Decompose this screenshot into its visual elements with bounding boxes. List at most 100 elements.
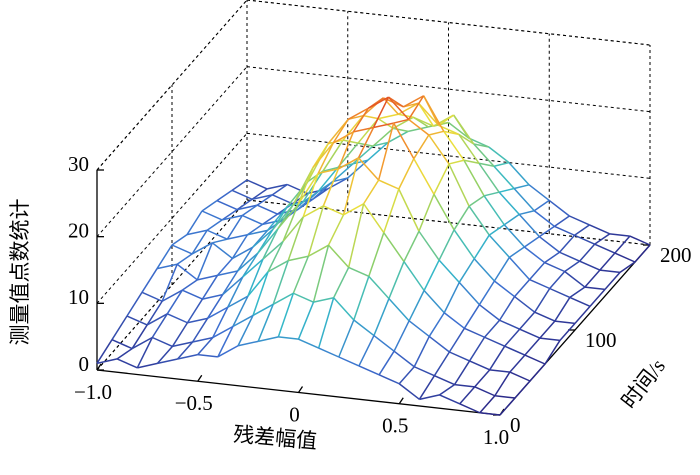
surface-segment bbox=[262, 228, 279, 260]
surface-segment bbox=[216, 199, 238, 211]
surface-segment bbox=[438, 114, 455, 127]
surface-segment bbox=[302, 205, 324, 218]
surface-segment bbox=[236, 204, 258, 211]
surface-segment bbox=[131, 336, 153, 350]
surface-segment bbox=[247, 223, 263, 236]
surface-segment bbox=[271, 194, 293, 205]
surface-segment bbox=[161, 263, 178, 302]
surface-segment bbox=[166, 289, 183, 315]
surface-segment bbox=[483, 195, 505, 226]
surface-segment bbox=[242, 258, 264, 278]
surface-segment bbox=[438, 229, 455, 261]
surface-segment bbox=[528, 184, 550, 202]
surface-segment bbox=[231, 234, 249, 259]
surface-segment bbox=[569, 296, 591, 308]
surface-segment bbox=[337, 131, 355, 170]
surface-segment bbox=[297, 172, 319, 205]
x-tick bbox=[197, 374, 203, 382]
surface-segment bbox=[342, 157, 360, 216]
surface-segment bbox=[634, 244, 651, 263]
surface-segment bbox=[413, 134, 430, 160]
surface-segment bbox=[96, 358, 118, 365]
surface-segment bbox=[267, 241, 284, 273]
surface-segment bbox=[388, 96, 404, 108]
surface-segment bbox=[226, 215, 243, 240]
surface-segment bbox=[206, 229, 228, 240]
grid-line bbox=[246, 199, 651, 246]
surface-segment bbox=[579, 243, 596, 262]
surface-segment bbox=[529, 363, 546, 382]
surface-segment bbox=[483, 319, 501, 338]
surface-segment bbox=[212, 325, 234, 339]
surface-segment bbox=[216, 257, 234, 276]
surface-segment bbox=[523, 236, 540, 248]
surface-segment bbox=[574, 234, 596, 245]
x-tick-label: 0.5 bbox=[382, 414, 408, 438]
surface-segment bbox=[433, 193, 455, 231]
surface-segment bbox=[146, 313, 168, 326]
surface-segment bbox=[352, 107, 369, 133]
surface-segment bbox=[302, 173, 319, 218]
surface-segment bbox=[433, 351, 451, 377]
surface-segment bbox=[323, 205, 344, 216]
surface-segment bbox=[358, 365, 380, 376]
surface-segment bbox=[428, 335, 450, 353]
surface-segment bbox=[242, 252, 259, 278]
surface-segment bbox=[197, 353, 218, 358]
surface-segment bbox=[297, 167, 314, 205]
surface-segment bbox=[367, 96, 389, 109]
surface-segment bbox=[393, 118, 409, 124]
surface-segment bbox=[298, 338, 319, 349]
surface-segment bbox=[519, 311, 536, 330]
surface-segment bbox=[558, 234, 576, 253]
grid-line bbox=[246, 132, 651, 179]
surface-segment bbox=[398, 188, 420, 232]
surface-segment bbox=[422, 95, 445, 132]
surface-segment bbox=[408, 118, 430, 136]
surface-segment bbox=[137, 362, 158, 369]
surface-segment bbox=[378, 179, 400, 190]
surface-segment bbox=[614, 235, 631, 254]
surface-segment bbox=[499, 397, 516, 416]
surface-segment bbox=[317, 180, 334, 193]
surface-segment bbox=[589, 288, 606, 307]
surface-segment bbox=[191, 242, 213, 255]
surface-segment bbox=[278, 336, 299, 340]
surface-segment bbox=[317, 297, 335, 349]
surface-segment bbox=[408, 290, 425, 322]
surface-segment bbox=[171, 234, 188, 246]
surface-segment bbox=[258, 336, 279, 343]
surface-segment bbox=[519, 328, 541, 339]
surface-segment bbox=[559, 251, 581, 262]
surface-segment bbox=[241, 214, 263, 226]
surface-segment bbox=[574, 224, 590, 236]
surface-segment bbox=[383, 188, 400, 233]
surface-segment bbox=[418, 230, 440, 261]
surface-segment bbox=[499, 319, 521, 330]
surface-segment bbox=[458, 133, 480, 164]
grid-line bbox=[246, 0, 651, 46]
surface-segment bbox=[332, 118, 349, 144]
surface-segment bbox=[337, 157, 359, 170]
surface-segment bbox=[266, 183, 288, 190]
surface-segment bbox=[292, 255, 310, 294]
surface-segment bbox=[221, 270, 239, 296]
surface-segment bbox=[288, 255, 309, 262]
x-tick-label: −0.5 bbox=[175, 391, 213, 415]
surface-segment bbox=[518, 213, 540, 238]
surface-segment bbox=[493, 161, 510, 167]
surface-segment bbox=[604, 271, 621, 290]
surface-segment bbox=[469, 360, 491, 371]
surface-segment bbox=[574, 305, 591, 324]
surface-segment bbox=[332, 131, 354, 144]
surface-segment bbox=[554, 225, 575, 236]
surface-segment bbox=[191, 229, 208, 255]
surface-segment bbox=[453, 114, 475, 145]
surface-segment bbox=[322, 166, 339, 172]
surface-segment bbox=[488, 224, 505, 236]
surface-segment bbox=[222, 276, 244, 296]
surface-segment bbox=[312, 142, 334, 168]
surface-segment bbox=[358, 335, 375, 367]
surface-segment bbox=[387, 130, 409, 144]
surface-segment bbox=[232, 295, 249, 327]
